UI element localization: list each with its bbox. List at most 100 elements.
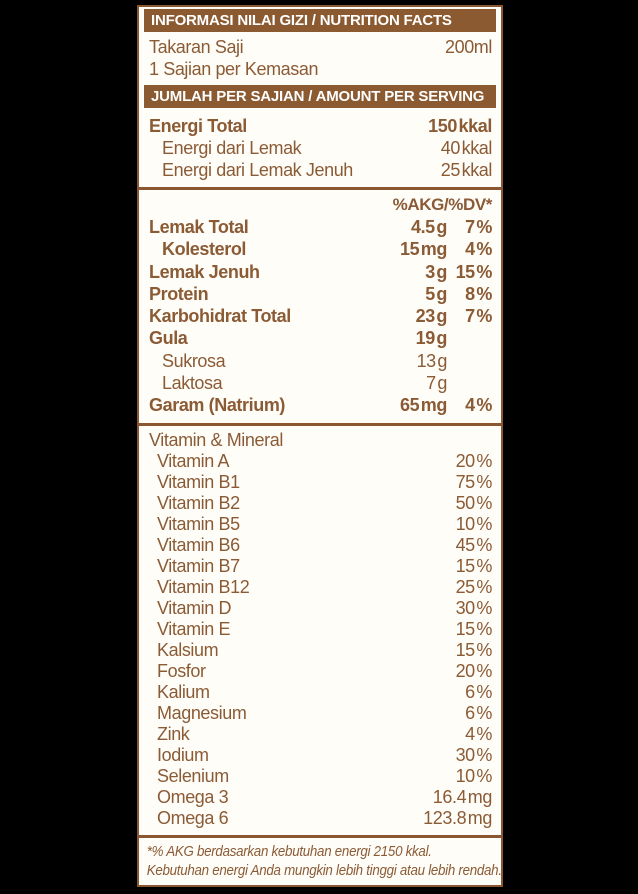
vitamin-name: Vitamin B7: [157, 555, 240, 576]
nutrient-dv: 4 %: [465, 395, 492, 416]
nutrient-amount: 7 g: [426, 373, 447, 394]
omega3-row: Omega 3 16.4 mg: [144, 787, 496, 808]
vitamin-row-b7: Vitamin B7 15 %: [144, 556, 496, 577]
nutrient-name: Laktosa: [162, 373, 223, 394]
vitamin-value: 20 %: [455, 660, 493, 681]
footnote-line-1: *% AKG berdasarkan kebutuhan energi 2150…: [146, 843, 432, 860]
vitamin-value: 45 %: [455, 534, 493, 555]
vitamin-name: Vitamin B2: [157, 492, 240, 513]
nutrient-row-laktosa: Laktosa 7 g: [144, 372, 496, 394]
serving-info: Takaran Saji 200ml 1 Sajian per Kemasan: [144, 36, 496, 80]
vitamins-title: Vitamin & Mineral: [149, 429, 283, 450]
vitamin-value: 123.8 mg: [423, 807, 492, 828]
mineral-row-kalsium: Kalsium 15 %: [144, 640, 496, 661]
vitamin-row-b6: Vitamin B6 45 %: [144, 535, 496, 556]
vitamin-name: Vitamin B5: [157, 513, 240, 534]
nutrient-dv: 8 %: [465, 283, 492, 304]
vitamin-name: Vitamin B1: [157, 471, 240, 492]
nutrient-row-gula: Gula 19 g: [144, 327, 496, 349]
vitamin-value: 15 %: [455, 639, 493, 660]
vitamin-name: Fosfor: [157, 660, 206, 681]
vitamin-value: 30 %: [455, 744, 493, 765]
nutrient-row-lemak-jenuh: Lemak Jenuh 3 g 15 %: [144, 261, 496, 283]
divider-rule-2: [139, 422, 501, 426]
vitamin-value: 15 %: [455, 618, 493, 639]
dv-column-header: %AKG/%DV*: [392, 195, 493, 214]
nutrient-name: Gula: [149, 328, 188, 349]
nutrient-dv: 7 %: [465, 217, 492, 237]
vitamin-value: 30 %: [455, 597, 493, 618]
energy-from-fat-row: Energi dari Lemak 40 kkal: [144, 137, 496, 159]
nutrient-dv: [447, 327, 492, 349]
nutrient-amount: 23 g: [415, 306, 448, 327]
nutrition-label: INFORMASI NILAI GIZI / NUTRITION FACTS T…: [137, 5, 503, 887]
mineral-row-selenium: Selenium 10 %: [144, 766, 496, 787]
energy-section: Energi Total 150 kkal Energi dari Lemak …: [144, 115, 496, 181]
mineral-row-zink: Zink 4 %: [144, 724, 496, 745]
nutrition-facts-title: INFORMASI NILAI GIZI / NUTRITION FACTS: [151, 12, 452, 29]
nutrient-amount: 3 g: [425, 261, 447, 282]
vitamin-name: Vitamin A: [157, 450, 230, 471]
vitamin-value: 16.4 mg: [432, 786, 493, 807]
vitamin-value: 15 %: [455, 555, 493, 576]
energy-from-satfat-label: Energi dari Lemak Jenuh: [162, 160, 353, 180]
nutrient-dv: 4 %: [465, 239, 492, 260]
vitamin-value: 4 %: [465, 723, 492, 744]
nutrient-name: Garam (Natrium): [149, 395, 286, 416]
energy-from-satfat-row: Energi dari Lemak Jenuh 25 kkal: [144, 159, 496, 181]
vitamin-row-a: Vitamin A 20 %: [144, 451, 496, 472]
vitamin-row-b5: Vitamin B5 10 %: [144, 514, 496, 535]
vitamin-name: Iodium: [157, 744, 209, 765]
vitamin-name: Zink: [157, 723, 190, 744]
energy-total-value: 150 kkal: [428, 116, 492, 136]
vitamin-name: Kalium: [157, 681, 210, 702]
vitamin-name: Vitamin D: [157, 597, 232, 618]
nutrient-row-garam: Garam (Natrium) 65 mg 4 %: [144, 394, 496, 416]
vitamin-name: Kalsium: [157, 639, 219, 660]
footnote-line-2: Kebutuhan energi Anda mungkin lebih ting…: [146, 862, 502, 879]
nutrient-row-kolesterol: Kolesterol 15 mg 4 %: [144, 238, 496, 260]
vitamin-name: Vitamin E: [157, 618, 231, 639]
mineral-row-kalium: Kalium 6 %: [144, 682, 496, 703]
vitamin-value: 20 %: [455, 450, 493, 471]
energy-total-label: Energi Total: [149, 116, 247, 136]
nutrient-dv: 7 %: [465, 306, 492, 327]
nutrient-amount: 65 mg: [399, 395, 447, 416]
vitamin-value: 25 %: [455, 576, 493, 597]
nutrient-amount: 19 g: [415, 328, 448, 349]
nutrient-amount: 13 g: [416, 350, 448, 371]
nutrient-amount: 4.5 g: [410, 217, 447, 237]
vitamin-name: Vitamin B6: [157, 534, 240, 555]
nutrient-name: Sukrosa: [162, 350, 226, 371]
vitamins-section: Vitamin & Mineral Vitamin A 20 % Vitamin…: [144, 430, 496, 829]
vitamin-name: Vitamin B12: [157, 576, 250, 597]
nutrient-name: Lemak Jenuh: [149, 261, 260, 282]
vitamin-name: Omega 3: [157, 786, 229, 807]
mineral-row-iodium: Iodium 30 %: [144, 745, 496, 766]
omega6-row: Omega 6 123.8 mg: [144, 808, 496, 829]
vitamin-row-e: Vitamin E 15 %: [144, 619, 496, 640]
vitamin-value: 75 %: [455, 471, 493, 492]
nutrient-row-lemak-total: Lemak Total 4.5 g 7 %: [144, 216, 496, 238]
amount-per-serving-bar: JUMLAH PER SAJIAN / AMOUNT PER SERVING: [144, 85, 496, 108]
nutrient-name: Protein: [149, 283, 209, 304]
vitamin-row-b12: Vitamin B12 25 %: [144, 577, 496, 598]
vitamin-row-d: Vitamin D 30 %: [144, 598, 496, 619]
serving-size-label: Takaran Saji: [149, 37, 244, 57]
vitamin-value: 10 %: [455, 765, 493, 786]
energy-total-row: Energi Total 150 kkal: [144, 115, 496, 137]
nutrient-row-protein: Protein 5 g 8 %: [144, 283, 496, 305]
vitamin-name: Selenium: [157, 765, 229, 786]
nutrient-row-sukrosa: Sukrosa 13 g: [144, 350, 496, 372]
servings-per-pack-row: 1 Sajian per Kemasan: [144, 58, 496, 80]
nutrient-amount: 5 g: [425, 283, 447, 304]
nutrient-name: Lemak Total: [149, 217, 249, 237]
serving-size-row: Takaran Saji 200ml: [144, 36, 496, 58]
serving-size-value: 200ml: [444, 37, 492, 57]
mineral-row-fosfor: Fosfor 20 %: [144, 661, 496, 682]
nutrient-name: Karbohidrat Total: [149, 306, 291, 327]
servings-per-pack-label: 1 Sajian per Kemasan: [149, 59, 319, 79]
vitamin-value: 6 %: [465, 702, 492, 723]
nutrient-name: Kolesterol: [162, 239, 247, 260]
amount-per-serving-title: JUMLAH PER SAJIAN / AMOUNT PER SERVING: [151, 88, 485, 105]
